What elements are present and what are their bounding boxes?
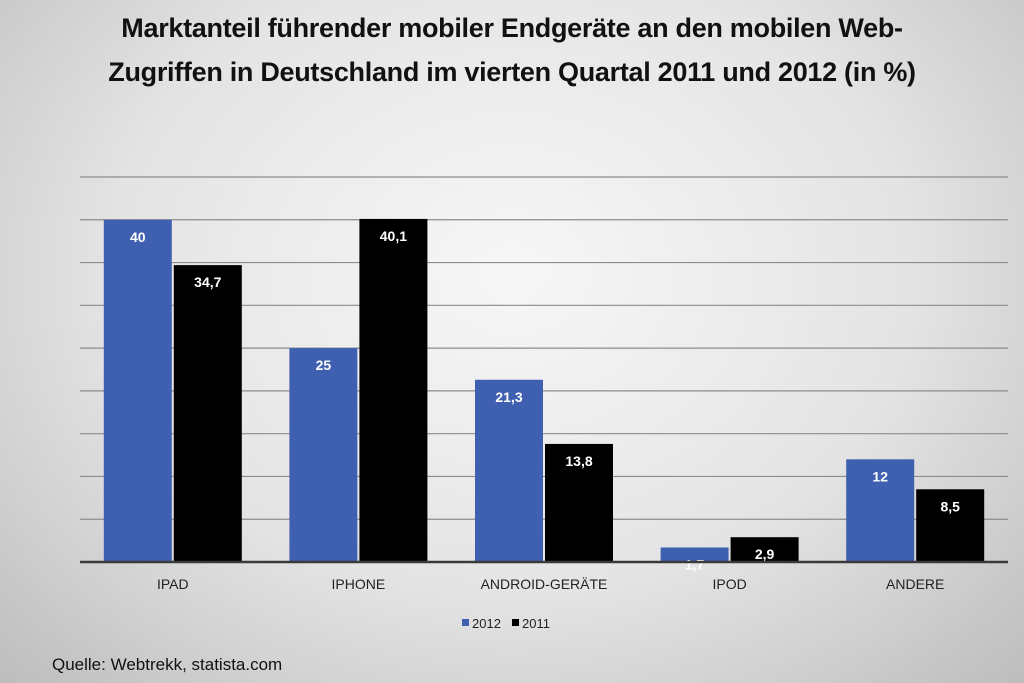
- data-label: 1,7: [685, 556, 705, 572]
- data-label: 2,9: [755, 546, 775, 562]
- legend-label-2012: 2012: [472, 616, 501, 631]
- legend-swatch-2011: [512, 619, 519, 626]
- data-label: 25: [316, 357, 332, 373]
- bar-2011-2: [545, 443, 613, 562]
- bar-2011-3: [730, 537, 799, 562]
- data-label: 8,5: [940, 498, 960, 514]
- bar-2012-2: [475, 379, 543, 562]
- bar-2011-0: [173, 265, 242, 562]
- bar-2012-1: [289, 348, 358, 562]
- x-tick-label: ANDROID-GERÄTE: [481, 576, 608, 592]
- bar-2011-4: [916, 489, 985, 562]
- data-label: 34,7: [194, 274, 221, 290]
- source-note: Quelle: Webtrekk, statista.com: [52, 655, 283, 674]
- x-tick-label: ANDERE: [886, 576, 944, 592]
- data-label: 12: [872, 468, 888, 484]
- data-label: 21,3: [495, 389, 522, 405]
- chart-title: Marktanteil führender mobiler Endgeräte …: [0, 6, 1024, 94]
- bar-2012-0: [103, 219, 172, 562]
- bar-2012-4: [846, 459, 915, 562]
- data-label: 40,1: [380, 228, 407, 244]
- data-label: 13,8: [565, 453, 592, 469]
- x-tick-label: IPAD: [157, 576, 189, 592]
- x-tick-label: IPOD: [712, 576, 746, 592]
- x-tick-label: IPHONE: [332, 576, 386, 592]
- legend-label-2011: 2011: [522, 616, 550, 631]
- legend-swatch-2012: [462, 619, 469, 626]
- chart-title-line-2: Zugriffen in Deutschland im vierten Quar…: [108, 57, 916, 87]
- data-label: 40: [130, 229, 146, 245]
- bar-2011-1: [359, 218, 428, 562]
- chart-title-line-1: Marktanteil führender mobiler Endgeräte …: [121, 13, 903, 43]
- bar-2012-3: [660, 547, 729, 562]
